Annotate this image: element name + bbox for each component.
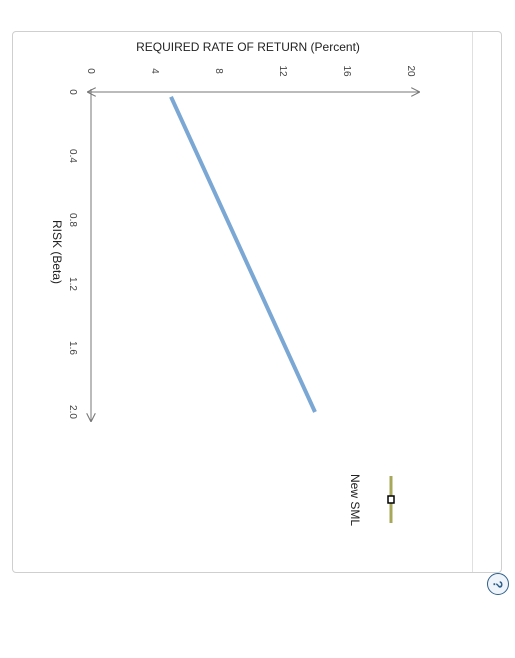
- y-axis-title: REQUIRED RATE OF RETURN (Percent): [136, 40, 360, 54]
- beta-tick-label: 0.8: [67, 213, 78, 227]
- beta-tick-label: 1.2: [67, 277, 78, 291]
- return-tick-label: 16: [341, 65, 352, 77]
- beta-tick-labels: 0 0.4 0.8 1.2 1.6 2.0: [67, 89, 78, 419]
- graph-panel: ?: [12, 31, 509, 595]
- return-tick-label: 8: [213, 68, 224, 74]
- return-tick-label: 0: [85, 68, 96, 74]
- beta-tick-label: 1.6: [67, 341, 78, 355]
- x-axis-title: RISK (Beta): [50, 220, 64, 284]
- series-layer: [169, 95, 317, 413]
- return-tick-label: 4: [149, 68, 160, 74]
- sml-series-line[interactable]: [169, 95, 317, 413]
- tool-sidebar-divider: [472, 32, 473, 572]
- legend: New SML: [348, 474, 395, 526]
- beta-tick-label: 0: [67, 89, 78, 95]
- beta-tick-label: 0.4: [67, 149, 78, 163]
- help-button[interactable]: ?: [487, 573, 509, 595]
- legend-label: New SML: [348, 474, 362, 526]
- return-tick-label: 12: [277, 65, 288, 77]
- legend-marker-swatch: [387, 495, 395, 504]
- return-tick-labels: 0 4 8 12 16 20: [85, 65, 416, 77]
- return-tick-label: 20: [405, 65, 416, 77]
- beta-tick-label: 2.0: [67, 405, 78, 419]
